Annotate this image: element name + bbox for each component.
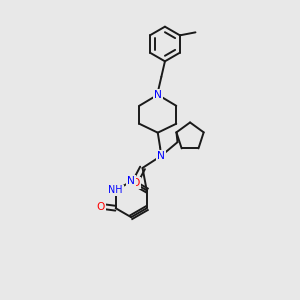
Text: O: O — [97, 202, 105, 212]
Text: N: N — [154, 90, 162, 100]
Text: N: N — [127, 176, 135, 186]
Text: NH: NH — [108, 185, 123, 195]
Text: O: O — [132, 178, 140, 188]
Text: N: N — [157, 151, 165, 161]
